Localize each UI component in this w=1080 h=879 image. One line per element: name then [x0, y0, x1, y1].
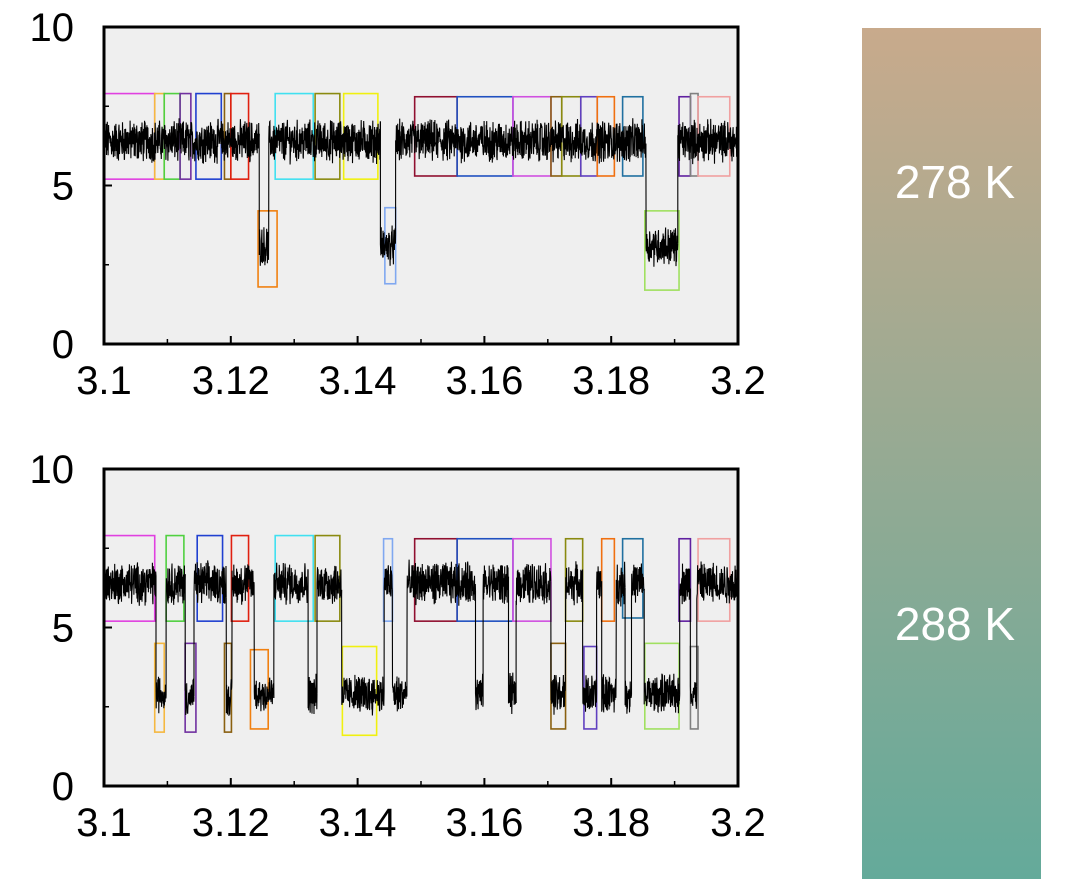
bottom-trace-segment-7 [253, 584, 275, 712]
colorbar: 278 K 288 K [862, 28, 1041, 879]
bottom-trace-segment-0 [103, 562, 157, 606]
bottom-trace-segment-26 [630, 563, 645, 695]
bottom-xtick-label-3: 3.16 [445, 801, 523, 845]
bottom-tick-labels: 3.1 3.12 3.14 3.16 3.18 3.2 0 5 10 [30, 448, 766, 845]
top-axes [102, 25, 740, 346]
bottom-trace-segment-25 [624, 587, 633, 714]
bottom-trace-segment-27 [643, 588, 681, 714]
top-xtick-label-3: 3.16 [445, 359, 523, 403]
bottom-trace-segment-8 [273, 562, 309, 699]
top-xtick-label-5: 3.2 [710, 359, 766, 403]
bottom-trace-segment-14 [406, 559, 477, 696]
bottom-trace-segment-22 [596, 566, 603, 694]
bottom-xtick-label-0: 3.1 [76, 801, 132, 845]
bottom-state-box-1 [153, 642, 166, 733]
bottom-trace-segment-1 [155, 576, 167, 714]
bottom-trace-segment-23 [601, 581, 617, 713]
bottom-plot-area [104, 469, 738, 786]
colorbar-label-288k: 288 K [895, 598, 1016, 650]
bottom-state-box-18 [600, 537, 616, 622]
top-plot-area [104, 27, 738, 344]
top-xtick-label-0: 3.1 [76, 359, 132, 403]
bottom-trace-segment-30 [696, 561, 739, 687]
top-xtick-label-1: 3.12 [192, 359, 270, 403]
top-state-box-7 [257, 210, 278, 288]
top-trace-segment-6 [677, 118, 739, 244]
bottom-trace [103, 559, 739, 716]
bottom-trace-segment-20 [564, 561, 584, 677]
bottom-ytick-label-0: 0 [52, 765, 74, 809]
bottom-trace-segment-17 [507, 576, 517, 715]
bottom-ytick-label-1: 5 [52, 607, 74, 651]
top-state-box-20 [644, 210, 680, 291]
bottom-trace-segment-18 [515, 563, 552, 703]
bottom-state-box-21 [678, 537, 692, 622]
bottom-state-box-11 [382, 537, 394, 622]
bottom-trace-segment-6 [231, 564, 255, 682]
bottom-trace-segment-4 [193, 560, 227, 697]
bottom-trace-segment-24 [615, 561, 626, 679]
top-xtick-label-4: 3.18 [572, 359, 650, 403]
bottom-trace-segment-19 [550, 581, 566, 715]
bottom-trace-segment-11 [341, 589, 385, 716]
bottom-trace-segment-29 [689, 588, 698, 709]
bottom-state-box-9 [314, 534, 341, 622]
bottom-trace-segment-28 [679, 563, 691, 695]
bottom-trace-segment-15 [474, 590, 484, 711]
bottom-trace-segment-3 [184, 574, 195, 716]
bottom-xtick-label-1: 3.12 [192, 801, 270, 845]
bottom-trace-panel: 3.1 3.12 3.14 3.16 3.18 3.2 0 5 10 [30, 448, 766, 845]
top-trace-segment-2 [268, 119, 381, 228]
top-trace-segment-5 [645, 143, 679, 267]
top-trace [103, 118, 739, 267]
top-trace-segment-1 [258, 133, 270, 266]
top-xtick-label-2: 3.14 [319, 359, 397, 403]
bottom-trace-segment-9 [307, 570, 318, 715]
bottom-xtick-label-2: 3.14 [319, 801, 397, 845]
top-ytick-label-0: 0 [52, 323, 74, 367]
bottom-trace-segment-2 [165, 563, 186, 696]
bottom-trace-segment-21 [581, 569, 598, 712]
bottom-trace-segment-12 [383, 565, 393, 692]
bottom-axes [102, 467, 740, 788]
top-ytick-label-1: 5 [52, 165, 74, 209]
bottom-xtick-label-4: 3.18 [572, 801, 650, 845]
top-trace-segment-3 [379, 121, 397, 266]
top-trace-segment-0 [103, 118, 260, 164]
bottom-ytick-label-2: 10 [30, 448, 75, 492]
top-tick-labels: 3.1 3.12 3.14 3.16 3.18 3.2 0 5 10 [30, 6, 766, 403]
bottom-trace-segment-10 [316, 565, 343, 694]
top-trace-panel: 3.1 3.12 3.14 3.16 3.18 3.2 0 5 10 [30, 6, 766, 403]
top-trace-segment-4 [395, 118, 647, 235]
bottom-trace-segment-13 [391, 589, 408, 712]
colorbar-gradient [862, 28, 1041, 879]
bottom-trace-segment-5 [225, 597, 233, 716]
bottom-trace-segment-16 [482, 564, 510, 704]
colorbar-label-278k: 278 K [895, 156, 1016, 208]
top-ytick-label-2: 10 [30, 6, 75, 50]
bottom-xtick-label-5: 3.2 [710, 801, 766, 845]
